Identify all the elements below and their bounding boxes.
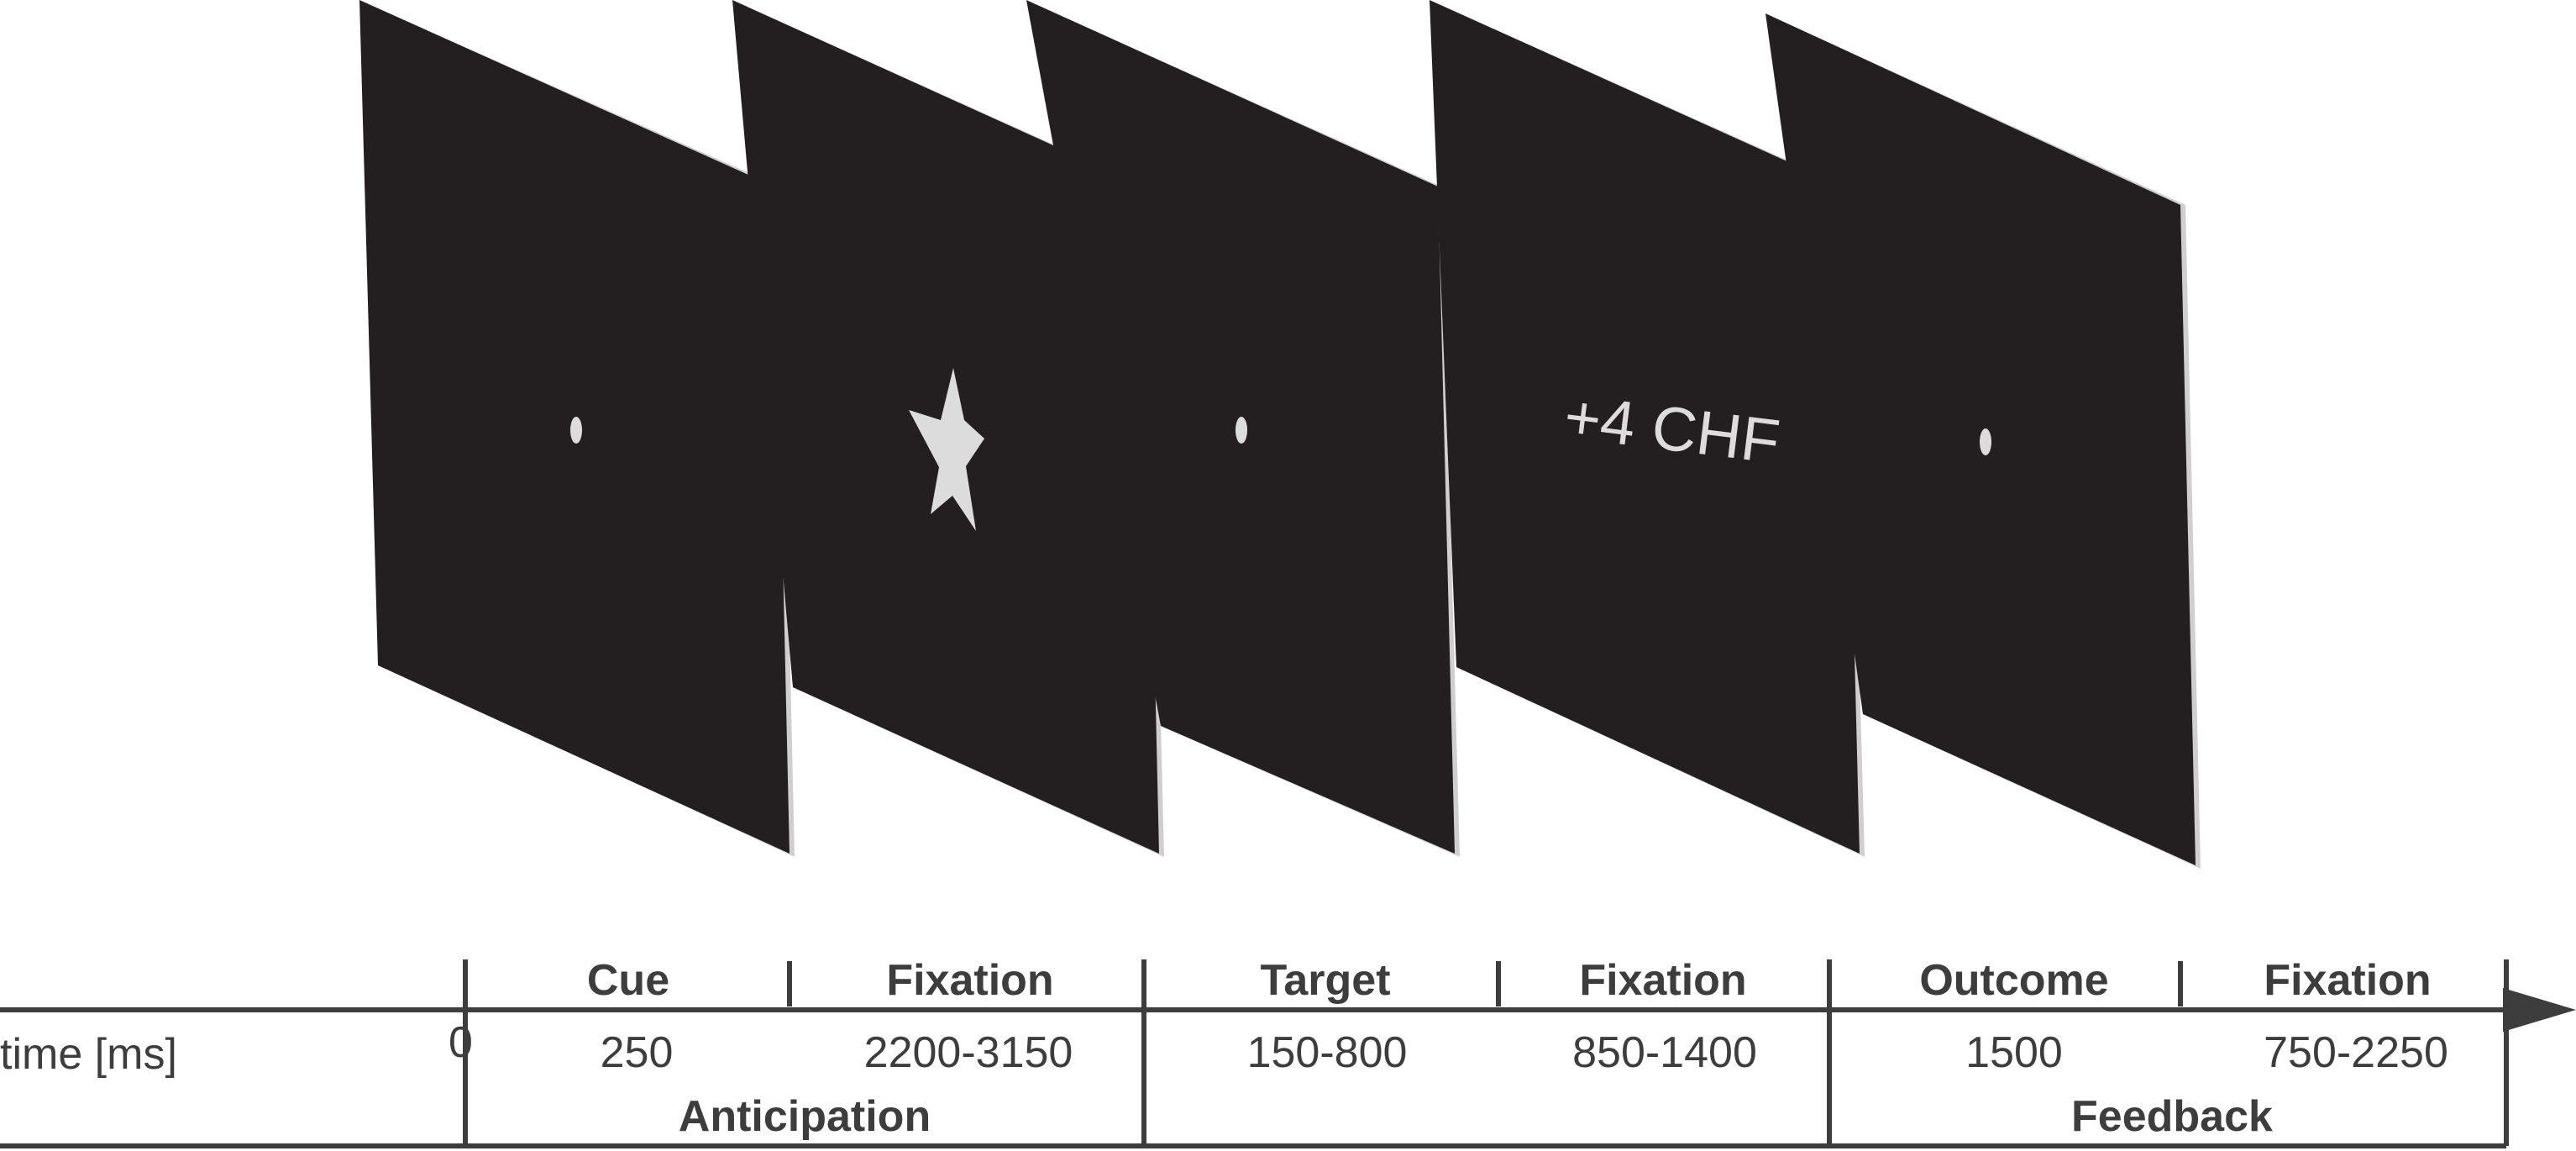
- duration-fixation-2: 850-1400: [1572, 1028, 1757, 1077]
- stimulus-screens: +4 CHF: [359, 0, 2201, 869]
- screen-4-outcome: +4 CHF: [1430, 0, 1865, 857]
- group-label-anticipation: Anticipation: [679, 1092, 931, 1141]
- fixation-dot: [1980, 428, 1991, 455]
- axis-label: time [ms]: [0, 1030, 177, 1079]
- screen-1-fixation: [359, 0, 795, 857]
- group-separators: [463, 959, 2509, 1146]
- group-label-feedback: Feedback: [2071, 1092, 2273, 1141]
- timeline: time [ms] 0 Cue Fixation Target Fixation…: [0, 956, 2576, 1148]
- fixation-dot: [570, 417, 582, 444]
- screen-3-target: [1026, 0, 1460, 857]
- phase-label-fixation-1: Fixation: [886, 956, 1053, 1005]
- screen-panel: [1430, 0, 1860, 854]
- phase-label-outcome: Outcome: [1919, 956, 2108, 1005]
- duration-cue: 250: [601, 1028, 674, 1077]
- phase-label-cue: Cue: [587, 956, 669, 1005]
- star-cue-icon: [909, 368, 984, 531]
- axis-arrow-icon: [2503, 988, 2576, 1032]
- phase-label-fixation-2: Fixation: [1579, 956, 1746, 1005]
- fixation-dot: [1236, 417, 1247, 444]
- duration-fixation-3: 750-2250: [2264, 1028, 2448, 1077]
- screen-2-cue: [732, 0, 1164, 857]
- phase-label-target: Target: [1260, 956, 1390, 1005]
- phase-ticks: [787, 961, 2183, 1006]
- origin-label: 0: [449, 1018, 473, 1067]
- duration-fixation-1: 2200-3150: [864, 1028, 1073, 1077]
- phase-label-fixation-3: Fixation: [2264, 956, 2431, 1005]
- duration-target: 150-800: [1247, 1028, 1408, 1077]
- duration-outcome: 1500: [1965, 1028, 2063, 1077]
- screen-5-fixation: [1765, 13, 2201, 869]
